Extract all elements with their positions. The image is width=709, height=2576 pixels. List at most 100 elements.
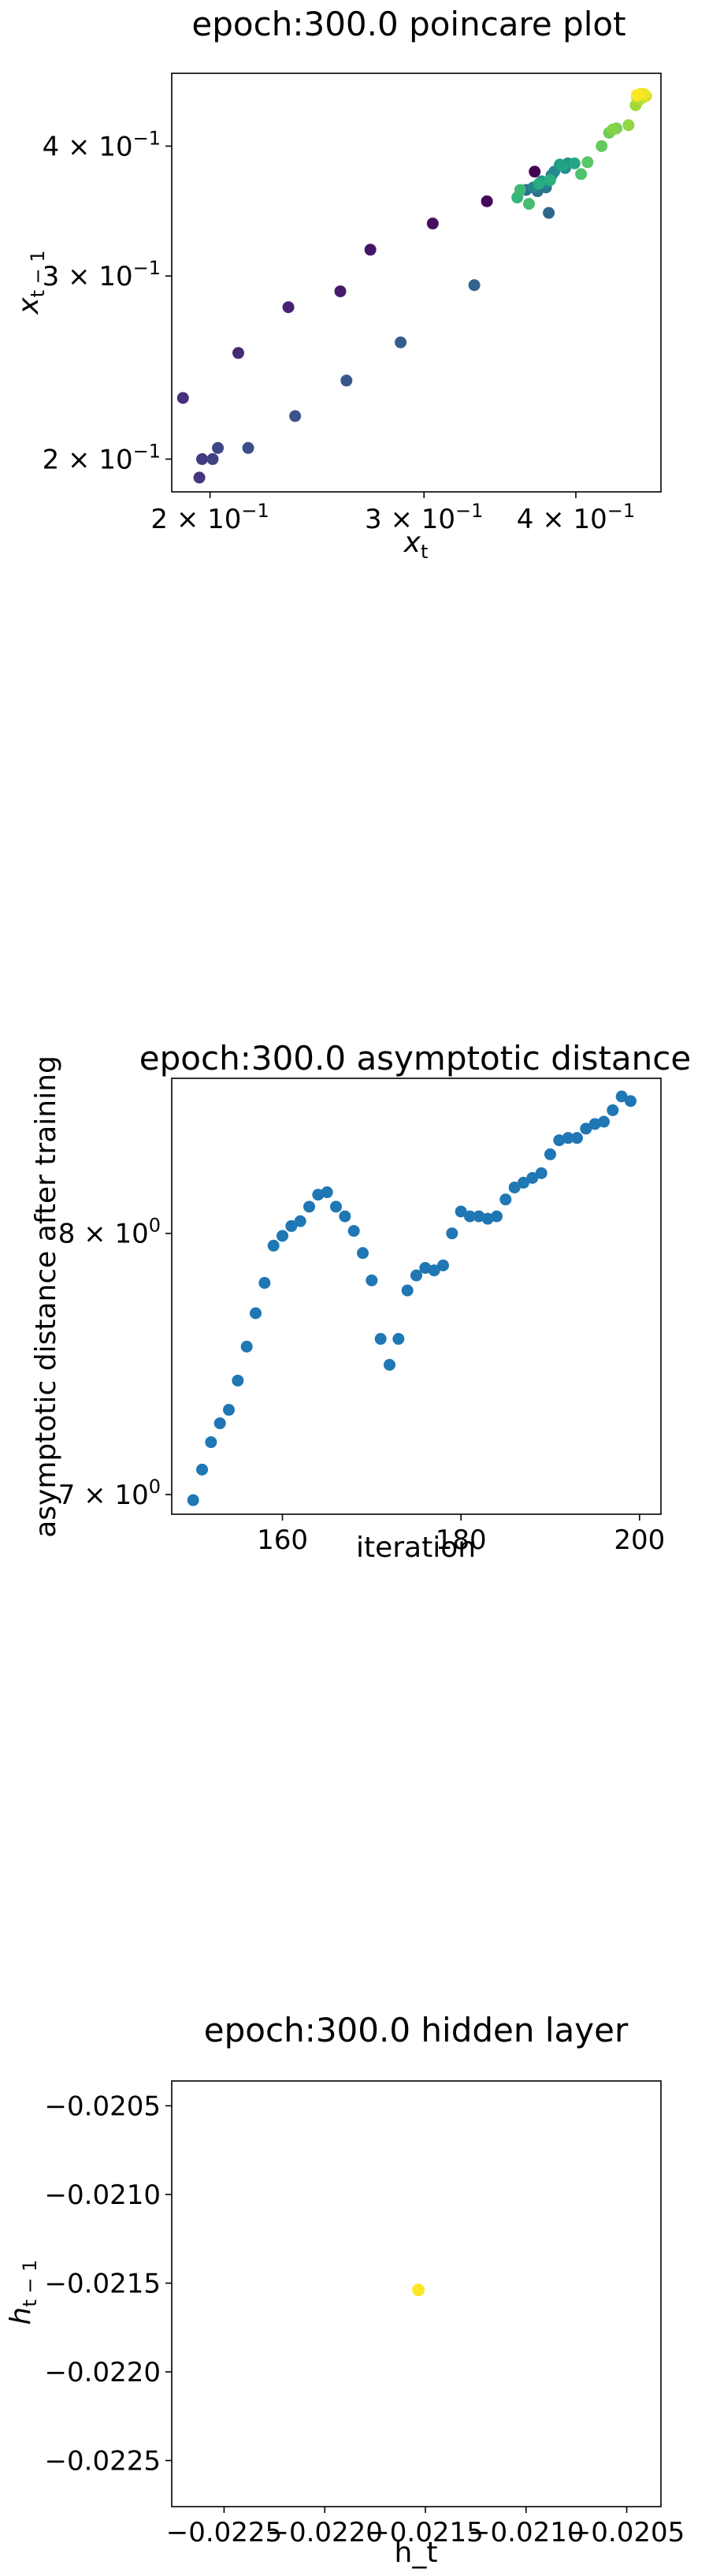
- asymptotic-point: [232, 1374, 244, 1387]
- asymptotic-point: [330, 1201, 343, 1213]
- tick-base: 10: [98, 444, 132, 475]
- asymptotic-x-ticks: 160 180 200: [257, 1514, 665, 1556]
- tick-exponent: −1: [607, 500, 635, 522]
- poincare-point: [193, 471, 206, 484]
- asymptotic-point: [455, 1205, 467, 1218]
- asymptotic-x-tick-label: 200: [614, 1524, 665, 1556]
- tick-base: 10: [207, 504, 241, 535]
- asymptotic-point: [205, 1436, 217, 1449]
- poincare-point: [544, 173, 556, 186]
- asymptotic-point: [570, 1132, 583, 1145]
- poincare-point: [176, 392, 189, 404]
- asymptotic-point: [401, 1284, 414, 1297]
- tick-exponent: −1: [133, 440, 161, 462]
- poincare-point: [426, 218, 439, 230]
- hidden-x-ticks: −0.0225−0.0220−0.0215−0.0210−0.0205: [166, 2507, 685, 2548]
- tick-mantissa: 7: [58, 1480, 76, 1511]
- hidden-y-tick-label: −0.0205: [45, 2091, 161, 2123]
- hidden-plot-area: [171, 2080, 662, 2507]
- hidden-y-label: ht − 1: [5, 2260, 41, 2325]
- hidden-x-label: h_t: [395, 2537, 438, 2569]
- tick-times: ×: [59, 261, 98, 292]
- asymptotic-x-label: iteration: [356, 1532, 476, 1564]
- hidden-x-tick-label: −0.0220: [266, 2517, 382, 2548]
- poincare-point: [514, 184, 526, 196]
- poincare-point: [242, 441, 254, 454]
- tick-mantissa: 8: [58, 1219, 76, 1250]
- poincare-point: [622, 119, 635, 132]
- tick-times: ×: [75, 1480, 114, 1511]
- poincare-y-label-base: x: [13, 297, 45, 315]
- asymptotic-point: [303, 1201, 316, 1213]
- hidden-y-tick-label: −0.0215: [45, 2269, 161, 2300]
- asymptotic-point: [499, 1193, 512, 1206]
- tick-times: ×: [533, 504, 573, 535]
- poincare-point: [556, 159, 569, 172]
- asymptotic-point: [392, 1333, 405, 1346]
- poincare-point: [630, 88, 643, 101]
- poincare-x-label-sub: t: [421, 541, 428, 563]
- poincare-point: [289, 410, 302, 423]
- asymptotic-y-tick-label: 8 × 100: [58, 1215, 161, 1250]
- poincare-x-tick-label: 3 × 10−1: [365, 500, 483, 535]
- asymptotic-x-tick-label: 180: [436, 1524, 487, 1556]
- tick-times: ×: [75, 1219, 114, 1250]
- poincare-point: [195, 452, 208, 465]
- hidden-title: epoch:300.0 hidden layer: [204, 2011, 629, 2049]
- tick-mantissa: 3: [365, 504, 382, 535]
- poincare-point: [395, 336, 407, 348]
- asymptotic-point: [384, 1358, 396, 1371]
- tick-exponent: −1: [133, 257, 161, 279]
- asymptotic-point: [624, 1095, 637, 1107]
- hidden-x-tick-label: −0.0215: [367, 2517, 483, 2548]
- asymptotic-point: [607, 1104, 619, 1116]
- tick-base: 10: [98, 131, 132, 162]
- poincare-point: [232, 347, 244, 359]
- tick-times: ×: [382, 504, 421, 535]
- poincare-point: [206, 452, 219, 465]
- asymptotic-point: [526, 1171, 539, 1184]
- asymptotic-point: [580, 1122, 592, 1135]
- hidden-x-tick-label: −0.0205: [569, 2517, 685, 2548]
- poincare-x-tick-label: 4 × 10−1: [517, 500, 635, 535]
- asymptotic-point: [419, 1262, 432, 1275]
- tick-base: 10: [114, 1480, 148, 1511]
- hidden-x-tick-label: −0.0225: [166, 2517, 282, 2548]
- asymptotic-point: [446, 1227, 458, 1240]
- hidden-y-tick-label: −0.0210: [45, 2180, 161, 2211]
- poincare-y-label-sub: t − 1: [27, 250, 49, 297]
- poincare-y-ticks: 2 × 10−13 × 10−14 × 10−1: [43, 127, 172, 475]
- asymptotic-point: [473, 1210, 485, 1223]
- hidden-layer-chart: epoch:300.0 hidden layer −0.0225−0.0220−…: [5, 2011, 685, 2569]
- asymptotic-point: [267, 1239, 280, 1252]
- asymptotic-point: [481, 1212, 494, 1225]
- asymptotic-x-tick-label: 160: [257, 1524, 308, 1556]
- asymptotic-point: [436, 1259, 449, 1271]
- poincare-point: [340, 374, 353, 387]
- asymptotic-point: [615, 1090, 628, 1103]
- tick-times: ×: [59, 131, 98, 162]
- tick-base: 10: [421, 504, 455, 535]
- tick-base: 10: [114, 1219, 148, 1250]
- asymptotic-point: [213, 1417, 226, 1430]
- poincare-x-tick-label: 2 × 10−1: [150, 500, 269, 535]
- poincare-point: [468, 279, 481, 292]
- poincare-y-tick-label: 3 × 10−1: [43, 257, 161, 292]
- poincare-y-tick-label: 2 × 10−1: [43, 440, 161, 475]
- tick-exponent: 0: [149, 1476, 161, 1498]
- poincare-point: [364, 244, 377, 256]
- asymptotic-plot-area: [171, 1078, 662, 1515]
- tick-mantissa: 2: [150, 504, 168, 535]
- poincare-point: [212, 441, 225, 454]
- tick-exponent: 0: [149, 1215, 161, 1237]
- asymptotic-point: [428, 1264, 440, 1277]
- poincare-points: [176, 87, 652, 484]
- poincare-chart: epoch:300.0 poincare plot 2 × 10−1 3 × 10…: [13, 5, 662, 563]
- asymptotic-point: [366, 1274, 378, 1286]
- hidden-x-tick-label: −0.0210: [468, 2517, 584, 2548]
- asymptotic-point: [223, 1404, 236, 1416]
- hidden-y-tick-label: −0.0220: [45, 2357, 161, 2388]
- asymptotic-distance-chart: epoch:300.0 asymptotic distance 160 180 20…: [30, 1039, 691, 1564]
